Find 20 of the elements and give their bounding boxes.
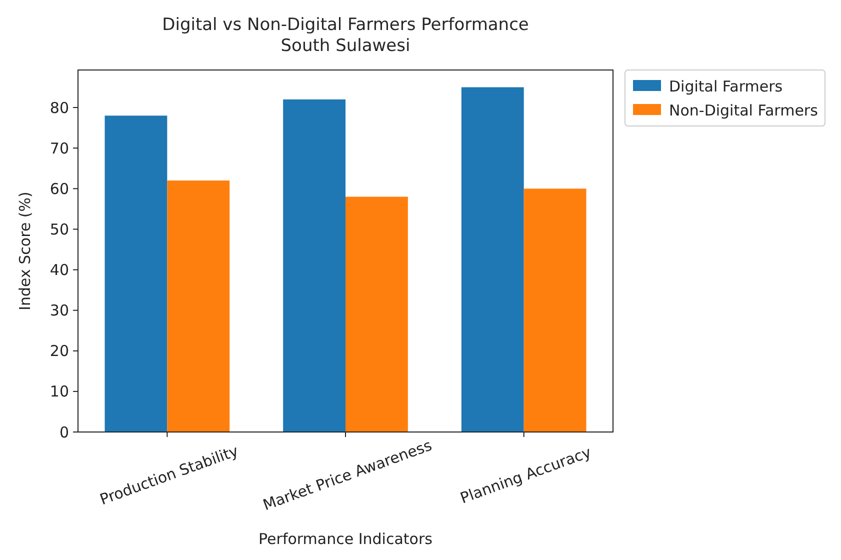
bar <box>104 116 168 432</box>
y-tick-label: 40 <box>50 261 69 280</box>
y-tick-label: 0 <box>59 423 69 442</box>
bar <box>283 99 346 432</box>
y-tick-label: 30 <box>50 302 69 320</box>
bar <box>524 188 586 432</box>
legend-label: Digital Farmers <box>669 77 783 96</box>
chart-title: Digital vs Non-Digital Farmers Performance South Sulawesi <box>162 15 529 56</box>
bar <box>167 180 230 432</box>
bar <box>346 196 408 432</box>
y-tick-label: 70 <box>50 139 69 158</box>
y-tick-label: 60 <box>50 180 69 198</box>
legend-label: Non-Digital Farmers <box>669 101 818 120</box>
y-axis-title: Index Score (%) <box>16 192 34 310</box>
y-tick-label: 80 <box>50 98 69 117</box>
bar <box>461 87 524 432</box>
y-tick-label: 50 <box>50 220 69 238</box>
y-tick-label: 10 <box>50 382 69 401</box>
y-tick-label: 20 <box>50 342 69 360</box>
x-axis-title: Performance Indicators <box>258 530 433 548</box>
